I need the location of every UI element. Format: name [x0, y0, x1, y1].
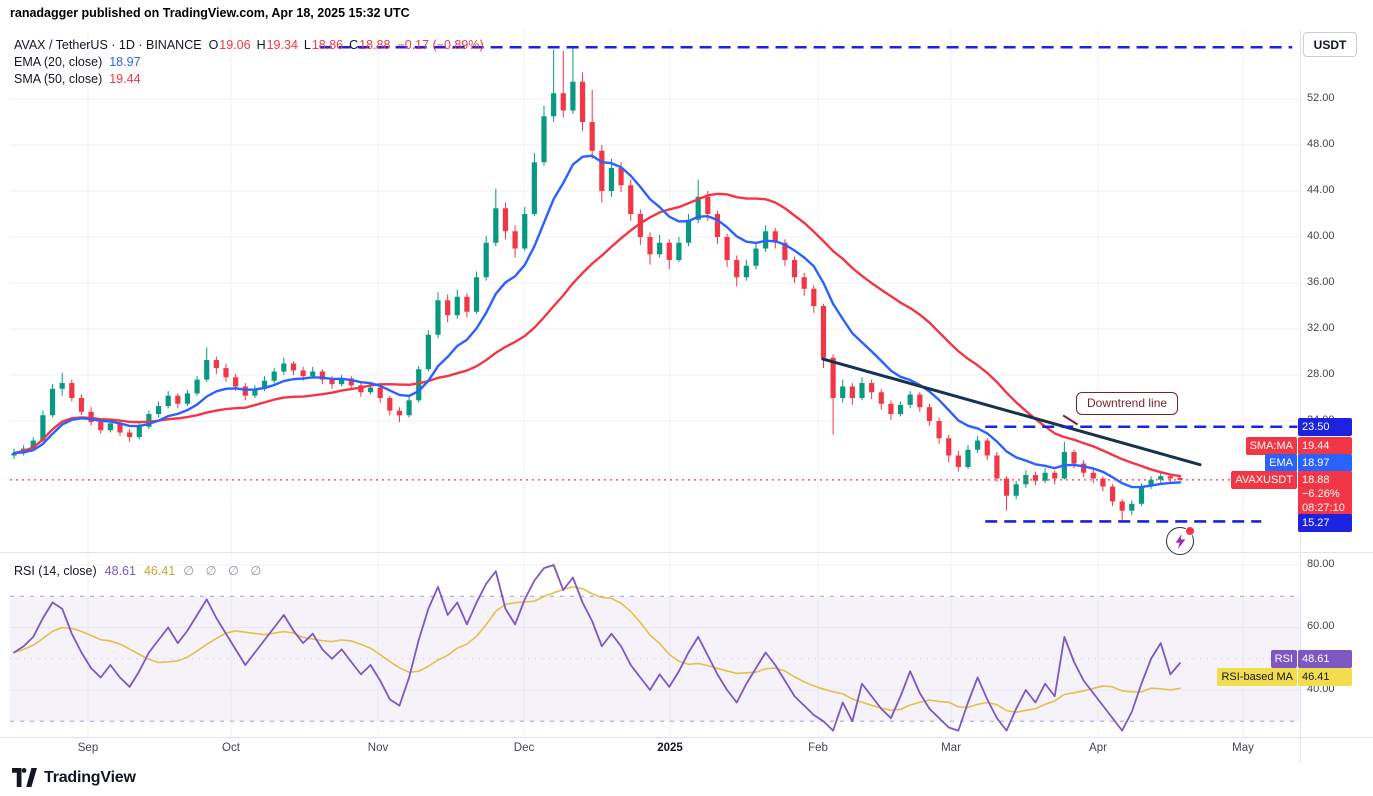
sma-legend-row[interactable]: SMA (50, close) 19.44 [14, 70, 484, 87]
downtrend-callout-text: Downtrend line [1087, 396, 1168, 410]
upper-level-value: 23.50 [1298, 418, 1352, 436]
open-label: O [208, 37, 219, 52]
change-pct-value: −6.26% [1302, 488, 1340, 500]
upper-level-badge: 23.50 [1298, 418, 1352, 436]
price-tick: 44.00 [1307, 184, 1335, 196]
rsi-legend-value: 48.61 [104, 563, 136, 578]
rsi-badge-value: 48.61 [1298, 650, 1352, 668]
low-label: L [303, 37, 311, 52]
change-value: −0.17 (−0.89%) [397, 37, 484, 52]
rsi-ma-badge-label: RSI-based MA [1217, 668, 1297, 686]
price-tick: 52.00 [1307, 92, 1335, 104]
ema-badge: EMA 18.97 [1265, 454, 1352, 472]
lower-level-value: 15.27 [1298, 514, 1352, 532]
rsi-ma-badge: RSI-based MA 46.41 [1217, 668, 1352, 686]
last-price-badge: AVAXUSDT 18.88 −6.26% 08:27:10 [1231, 471, 1352, 517]
close-value: 18.88 [359, 37, 391, 52]
time-tick: Mar [941, 742, 961, 754]
rsi-badge: RSI 48.61 [1270, 650, 1352, 668]
sma-legend-value: 19.44 [109, 71, 141, 86]
ohlc-values: O 19.06 H 19.34 L 18.86 C 18.88 [209, 38, 391, 52]
time-axis-separator [0, 737, 1373, 738]
time-tick: Dec [513, 742, 535, 754]
close-label: C [349, 37, 359, 52]
ema-legend-value: 18.97 [109, 54, 141, 69]
price-axis[interactable]: 52.00 48.00 44.00 40.00 36.00 32.00 28.0… [1300, 30, 1373, 737]
tradingview-brand[interactable]: TradingView [12, 768, 136, 787]
published-note: ranadagger published on TradingView.com,… [10, 6, 410, 20]
ema-badge-label: EMA [1265, 454, 1297, 472]
price-tick: 48.00 [1307, 138, 1335, 150]
rsi-hidden-values: ∅ ∅ ∅ ∅ [183, 564, 266, 578]
high-value: 19.34 [266, 37, 298, 52]
sma-badge: SMA:MA 19.44 [1245, 437, 1352, 455]
sma-badge-label: SMA:MA [1245, 437, 1297, 455]
brand-wordmark: TradingView [44, 768, 136, 786]
downtrend-callout[interactable]: Downtrend line [1062, 392, 1179, 425]
rsi-legend-title: RSI (14, close) [14, 563, 97, 578]
notification-dot-icon [1185, 526, 1195, 536]
lower-level-badge: 15.27 [1298, 514, 1352, 532]
rsi-tick: 60.00 [1307, 620, 1335, 632]
time-tick: May [1232, 742, 1254, 754]
pane-separator[interactable] [0, 552, 1373, 553]
time-axis[interactable]: Sep Oct Nov Dec 2025 Feb Mar Apr May [0, 738, 1373, 763]
time-tick: Nov [367, 742, 389, 754]
tradingview-logo-icon [12, 768, 37, 787]
time-tick-year: 2025 [657, 742, 683, 754]
open-value: 19.06 [219, 37, 251, 52]
countdown-value: 08:27:10 [1302, 502, 1345, 514]
price-tick: 32.00 [1307, 322, 1335, 334]
last-price-badge-values: 18.88 −6.26% 08:27:10 [1298, 471, 1352, 517]
price-tick: 40.00 [1307, 230, 1335, 242]
time-tick: Oct [222, 742, 240, 754]
lightning-icon [1175, 533, 1185, 549]
price-tick: 36.00 [1307, 276, 1335, 288]
sma-legend-label: SMA (50, close) [14, 71, 103, 86]
last-price-value: 18.88 [1302, 474, 1330, 486]
rsi-badge-label: RSI [1270, 650, 1297, 668]
price-tick: 28.00 [1307, 368, 1335, 380]
flash-event-marker[interactable] [1166, 526, 1195, 555]
sma-badge-value: 19.44 [1298, 437, 1352, 455]
symbol-badge-label: AVAXUSDT [1231, 471, 1297, 489]
chart-canvas[interactable] [0, 0, 1300, 763]
price-axis-separator [1300, 30, 1301, 763]
ema-legend-row[interactable]: EMA (20, close) 18.97 [14, 53, 484, 70]
rsi-tick: 80.00 [1307, 558, 1335, 570]
time-tick: Feb [808, 742, 828, 754]
time-tick: Sep [77, 742, 99, 754]
rsi-ma-badge-value: 46.41 [1298, 668, 1352, 686]
rsi-legend-row[interactable]: RSI (14, close) 48.61 46.41 ∅ ∅ ∅ ∅ [14, 563, 266, 579]
time-tick: Apr [1089, 742, 1107, 754]
high-label: H [256, 37, 266, 52]
rsi-tick: 40.00 [1307, 683, 1335, 695]
symbol-title: AVAX / TetherUS · 1D · BINANCE [14, 37, 202, 52]
low-value: 18.86 [311, 37, 344, 52]
ema-legend-label: EMA (20, close) [14, 54, 103, 69]
currency-button[interactable]: USDT [1303, 32, 1357, 57]
rsi-ma-legend-value: 46.41 [143, 563, 176, 578]
ema-badge-value: 18.97 [1298, 454, 1352, 472]
